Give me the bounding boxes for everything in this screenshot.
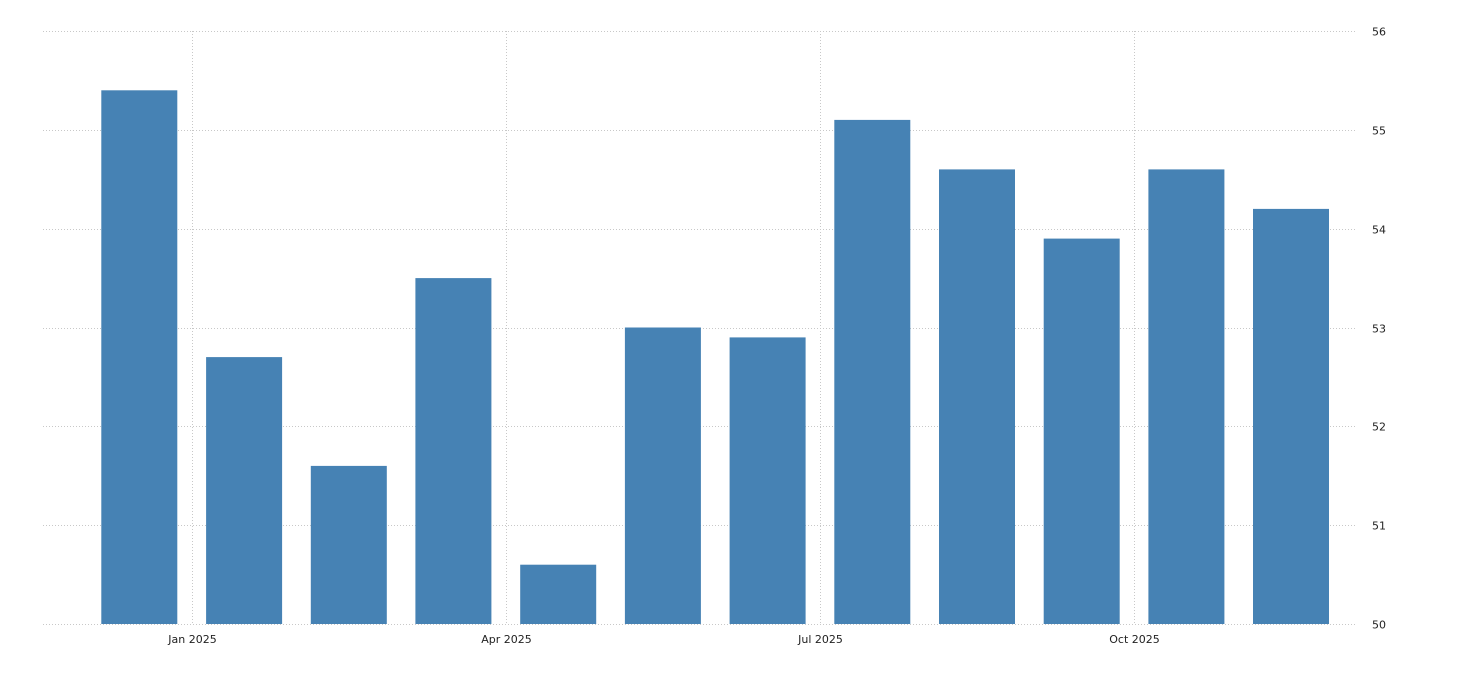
y-tick-label: 53 [1372, 323, 1386, 336]
bar[interactable]: Feb 2025: 51.6 [310, 465, 387, 624]
y-axis-tick-labels: 50 51 52 53 54 55 56 [1372, 26, 1386, 632]
bar-series: Dec 2024: 55.4 Jan 2025: 52.7 Feb 2025: 51… [101, 90, 1329, 625]
y-tick-label: 52 [1372, 421, 1386, 434]
y-tick-label: 50 [1372, 619, 1386, 632]
y-tick-label: 56 [1372, 26, 1386, 39]
y-tick-label: 54 [1372, 224, 1386, 237]
bar[interactable]: Sep 2025: 53.9 [1043, 238, 1120, 624]
x-tick-label: Apr 2025 [481, 633, 532, 646]
x-tick-label: Oct 2025 [1109, 633, 1160, 646]
bar[interactable]: Jul 2025: 55.1 [834, 119, 911, 625]
bar[interactable]: Jan 2025: 52.7 [206, 357, 283, 624]
bar[interactable]: Apr 2025: 50.6 [520, 564, 597, 624]
x-axis-tick-labels: Jan 2025 Apr 2025 Jul 2025 Oct 2025 [167, 633, 1159, 646]
bar[interactable]: Oct 2025: 54.6 [1148, 169, 1225, 624]
bar[interactable]: Aug 2025: 54.6 [939, 169, 1015, 624]
x-tick-label: Jul 2025 [797, 633, 843, 646]
bar[interactable]: Mar 2025: 53.5 [415, 278, 492, 624]
y-tick-label: 55 [1372, 125, 1386, 138]
bar[interactable]: Nov 2025: 54.2 [1253, 208, 1329, 624]
y-tick-label: 51 [1372, 520, 1386, 533]
x-tick-label: Jan 2025 [167, 633, 216, 646]
bar[interactable]: May 2025: 53 [624, 327, 701, 625]
bar[interactable]: Jun 2025: 52.9 [729, 337, 806, 624]
bar[interactable]: Dec 2024: 55.4 [101, 90, 178, 625]
